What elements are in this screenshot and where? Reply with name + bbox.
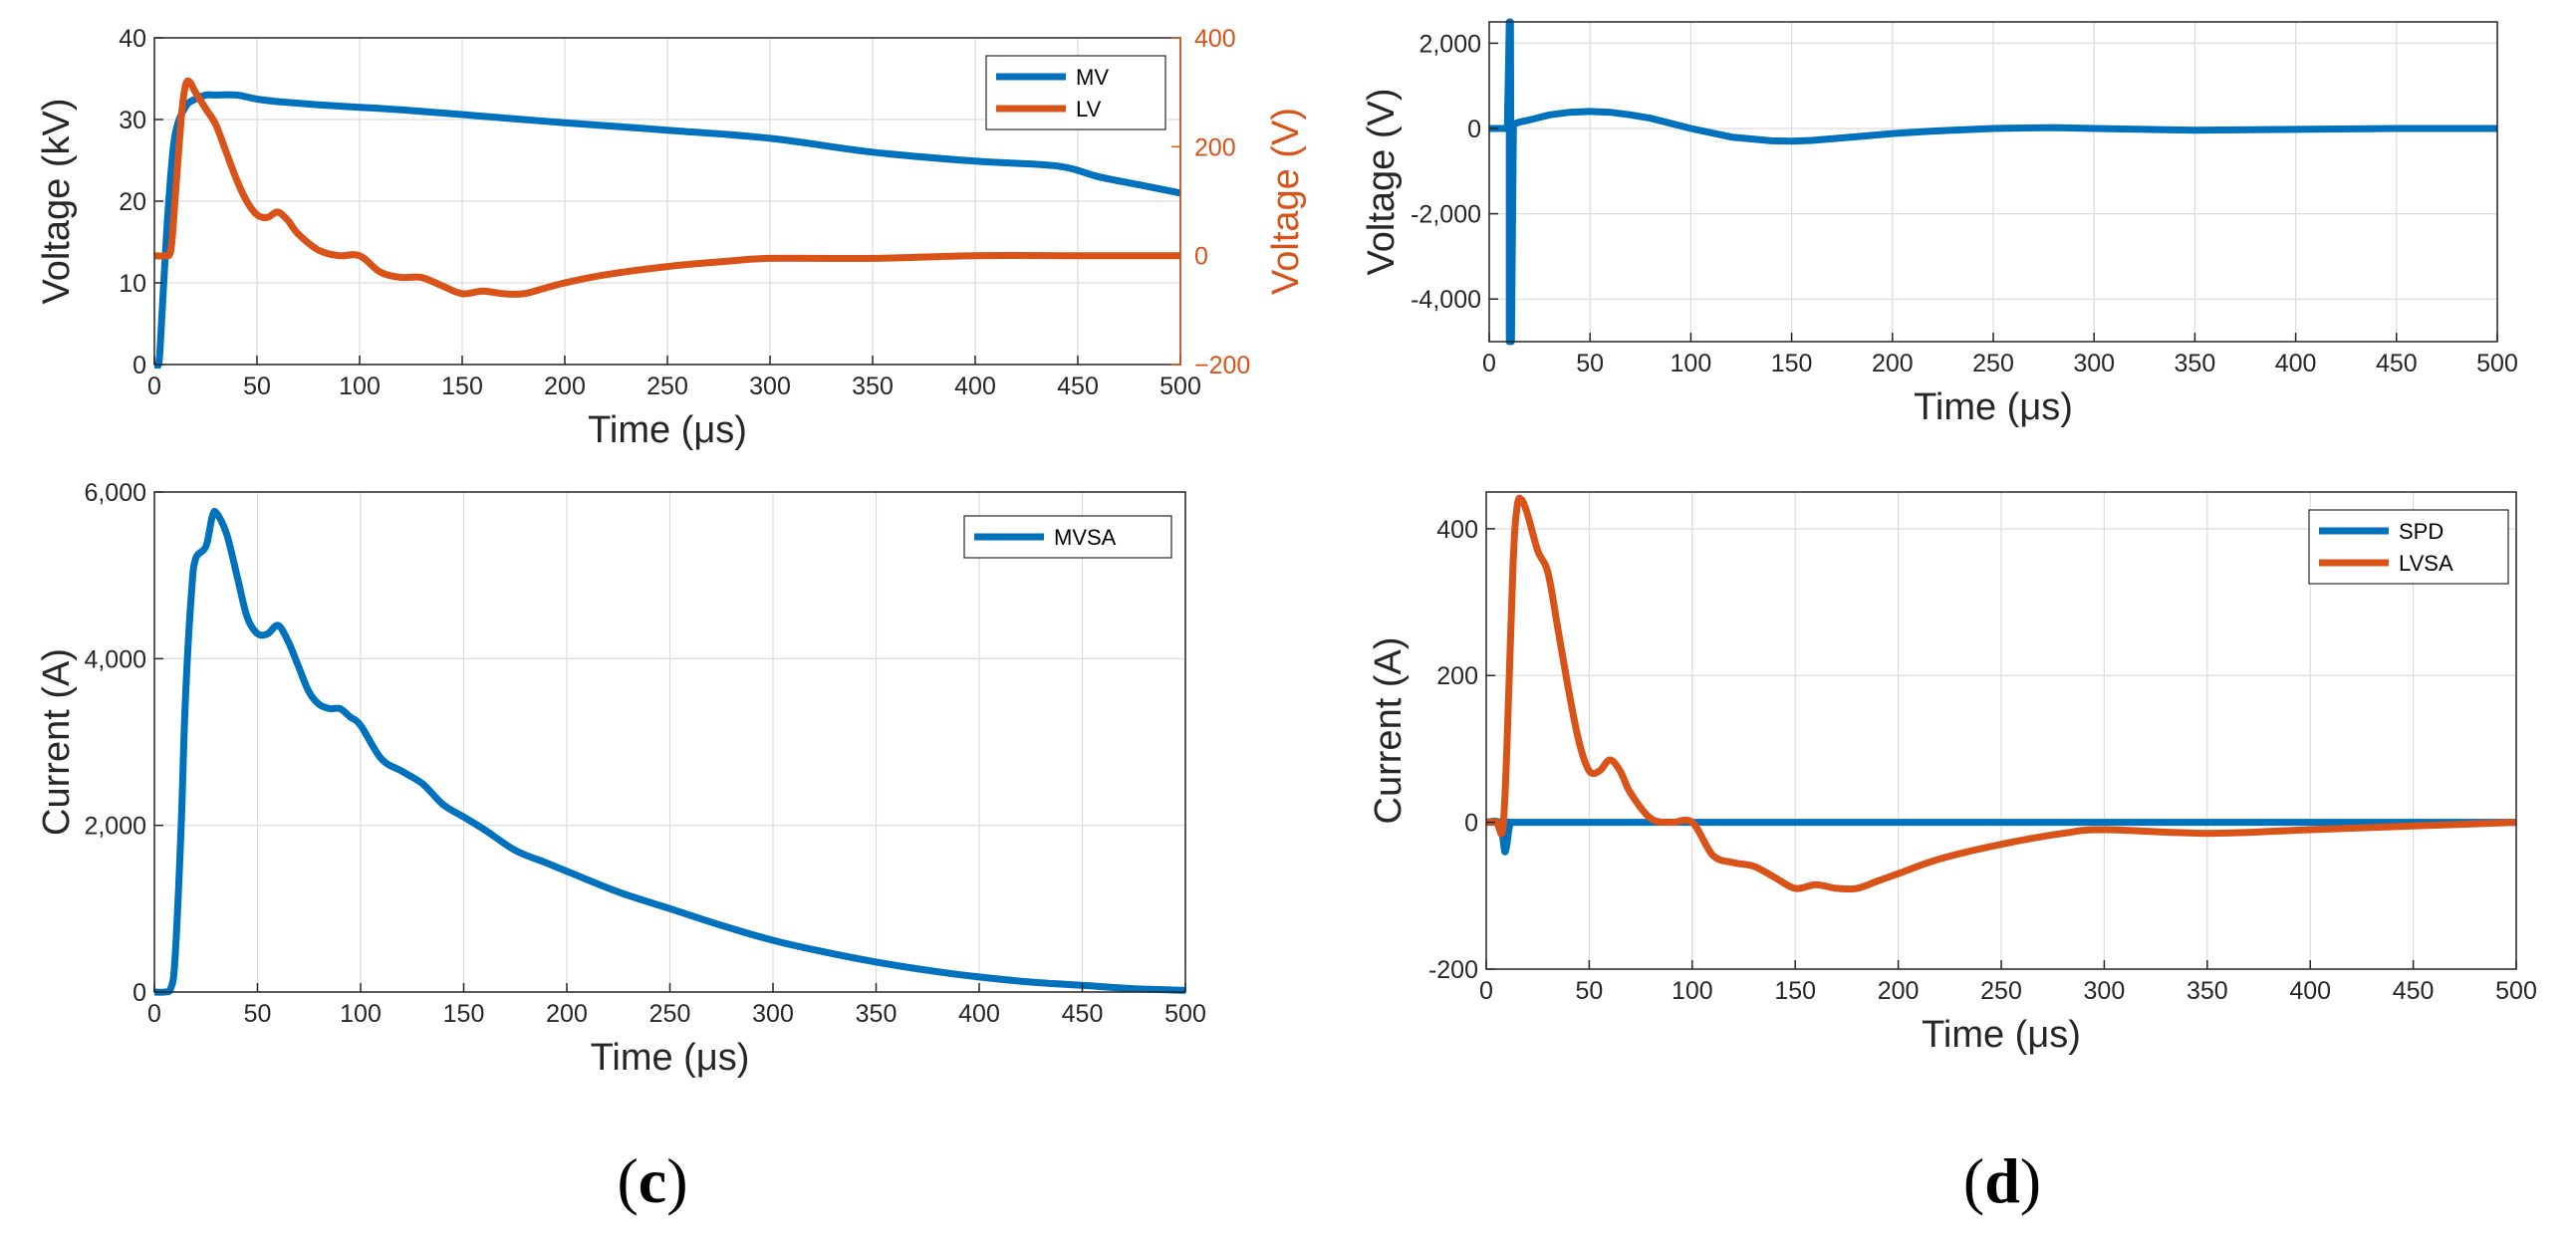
x-tick-label: 350 xyxy=(2175,350,2216,377)
y-tick-label: 30 xyxy=(119,107,146,134)
y-tick-label: -200 xyxy=(1428,956,1478,984)
x-tick-label: 450 xyxy=(1057,373,1099,400)
x-tick-label: 350 xyxy=(852,373,894,400)
y-tick-label: 40 xyxy=(119,25,146,53)
series-line-lvsa xyxy=(1486,494,2516,893)
x-axis-label: Time (μs) xyxy=(591,1037,750,1079)
x-tick-label: 400 xyxy=(958,1000,1000,1028)
x-tick-label: 250 xyxy=(1980,977,2022,1005)
y-tick-label: 2,000 xyxy=(84,813,146,841)
panel-label-c: (c) xyxy=(617,1145,687,1216)
x-tick-label: 300 xyxy=(752,1000,794,1028)
legend-label-spd: SPD xyxy=(2399,519,2444,544)
x-tick-label: 400 xyxy=(2275,350,2317,377)
x-tick-label: 200 xyxy=(546,1000,588,1028)
x-tick-label: 350 xyxy=(2187,977,2228,1005)
y-axis-label: Voltage (V) xyxy=(1361,89,1403,276)
x-tick-label: 300 xyxy=(2084,977,2126,1005)
legend-box xyxy=(985,55,1166,130)
x-tick-label: 100 xyxy=(339,373,381,400)
legend-label-mv: MV xyxy=(1076,65,1109,90)
x-tick-label: 100 xyxy=(340,1000,382,1028)
x-tick-label: 400 xyxy=(2289,977,2331,1005)
x-tick-label: 200 xyxy=(1872,350,1914,377)
x-tick-label: 100 xyxy=(1671,350,1712,377)
y-tick-label: 200 xyxy=(1436,662,1478,690)
y-tick-label-right: −200 xyxy=(1194,352,1250,379)
x-tick-label: 50 xyxy=(1576,350,1604,377)
x-tick-label: 250 xyxy=(649,1000,691,1028)
legend: MV LV xyxy=(985,55,1166,130)
legend: MVSA xyxy=(963,515,1172,559)
x-tick-label: 450 xyxy=(2376,350,2418,377)
x-tick-label: 500 xyxy=(2495,977,2537,1005)
x-tick-label: 0 xyxy=(147,373,161,400)
x-tick-label: 0 xyxy=(1482,350,1496,377)
x-tick-label: 200 xyxy=(1878,977,1920,1005)
x-tick-label: 500 xyxy=(2476,350,2518,377)
x-tick-label: 0 xyxy=(1479,977,1493,1005)
y-tick-label: 2,000 xyxy=(1418,30,1481,58)
y-tick-label: 0 xyxy=(1464,810,1478,838)
y-tick-label: 10 xyxy=(119,270,146,298)
y-axis-label: Current (A) xyxy=(1368,637,1410,825)
legend-label-lv: LV xyxy=(1076,97,1102,122)
y-axis-label: Current (A) xyxy=(36,648,78,836)
chart-c: 0 50 100 150 200 250 300 350 400 450 500 0 2,000 4,00… xyxy=(36,479,1206,1216)
y-tick-label-right: 200 xyxy=(1194,133,1236,161)
x-tick-label: 500 xyxy=(1159,373,1201,400)
series-line-lv xyxy=(154,77,1180,298)
x-axis-label: Time (μs) xyxy=(1914,386,2073,428)
y-tick-label: 6,000 xyxy=(84,479,146,507)
x-tick-label: 500 xyxy=(1164,1000,1206,1028)
y-axis-label-right: Voltage (V) xyxy=(1265,108,1307,295)
legend-box xyxy=(2308,509,2509,585)
chart-b: 0 50 100 150 200 250 300 350 400 450 500 -4,000 -2,0… xyxy=(1361,18,2518,594)
x-tick-label: 50 xyxy=(243,373,271,400)
legend: SPD LVSA xyxy=(2308,509,2509,585)
series-line-mv xyxy=(154,91,1180,369)
y-tick-label: -2,000 xyxy=(1411,201,1481,229)
x-tick-label: 50 xyxy=(1575,977,1603,1005)
x-tick-label: 450 xyxy=(2393,977,2435,1005)
x-tick-label: 150 xyxy=(1774,977,1816,1005)
y-tick-label: 20 xyxy=(119,188,146,216)
x-axis-label: Time (μs) xyxy=(588,409,747,451)
x-tick-label: 150 xyxy=(443,1000,485,1028)
y-axis-label: Voltage (kV) xyxy=(36,99,78,305)
x-tick-label: 300 xyxy=(2073,350,2115,377)
x-tick-label: 50 xyxy=(244,1000,272,1028)
y-tick-label: 0 xyxy=(132,979,146,1007)
x-axis-label: Time (μs) xyxy=(1922,1014,2081,1056)
panel-label-d: (d) xyxy=(1963,1145,2041,1216)
legend-label-mvsa: MVSA xyxy=(1054,525,1117,550)
x-tick-label: 400 xyxy=(954,373,996,400)
y-tick-label: 4,000 xyxy=(84,645,146,673)
x-tick-label: 150 xyxy=(1771,350,1813,377)
chart-d: 0 50 100 150 200 250 300 350 400 450 500-200020040… xyxy=(1368,491,2537,1216)
y-tick-label-right: 0 xyxy=(1194,243,1208,271)
y-tick-label: 0 xyxy=(1467,116,1481,143)
x-tick-label: 250 xyxy=(646,373,688,400)
x-tick-label: 150 xyxy=(441,373,483,400)
x-tick-label: 200 xyxy=(544,373,586,400)
legend-label-lvsa: LVSA xyxy=(2399,551,2453,576)
x-tick-label: 350 xyxy=(856,1000,898,1028)
x-tick-label: 100 xyxy=(1672,977,1713,1005)
y-tick-label: 0 xyxy=(132,352,146,379)
x-tick-label: 250 xyxy=(1972,350,2014,377)
x-tick-label: 300 xyxy=(749,373,791,400)
y-tick-label-right: 400 xyxy=(1194,25,1236,53)
x-tick-label: 0 xyxy=(147,1000,161,1028)
y-tick-label: -4,000 xyxy=(1411,286,1481,314)
series-line-mvsa xyxy=(154,508,1185,996)
y-tick-label: 400 xyxy=(1436,516,1478,544)
x-tick-label: 450 xyxy=(1062,1000,1104,1028)
